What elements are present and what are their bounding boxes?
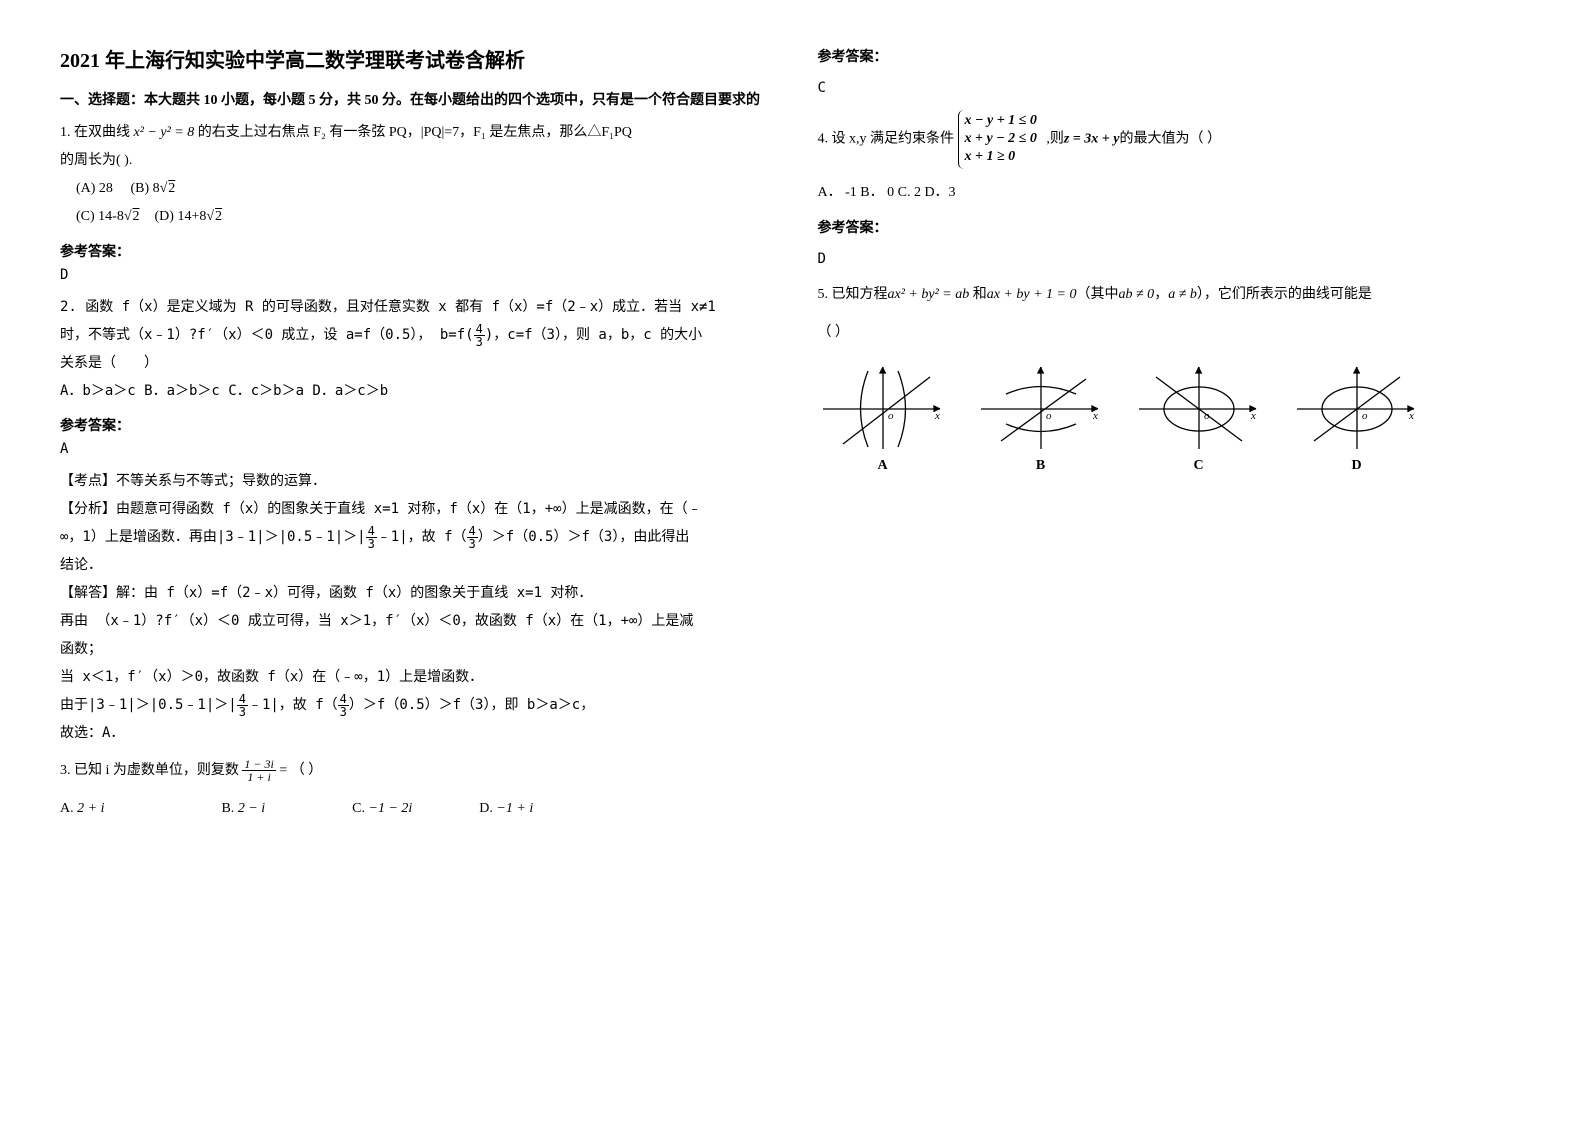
q2-line2d: ，c=f（3），则 a，b，c 的大小 [493,327,702,343]
q2-kp: 【考点】不等关系与不等式；导数的运算． [60,467,770,495]
frac-4-3: 43 [237,693,248,718]
q3-opt-b: B. 2 − i [221,801,265,816]
diagram-d: o x D [1292,359,1422,474]
q2-jd5: 故选：A． [60,719,770,747]
q2-jd4a: 由于|3﹣1|＞|0.5﹣1|＞| [60,697,237,713]
q1-opt-d: (D) 14+82 [155,209,224,224]
question-1: 1. 在双曲线 x² − y² = 8 的右支上过右焦点 F₂ 有一条弦 PQ，… [60,119,770,231]
q2-answer-heading: 参考答案： [60,415,770,435]
svg-text:x: x [934,410,940,422]
svg-text:o: o [1204,410,1210,422]
q2-jd2b: 函数； [60,635,770,663]
q3-opt-a: A. 2 + i [60,801,104,816]
q5-c4: ），它们所表示的曲线可能是 [1197,287,1372,302]
q4-text-c: 的最大值为（ ） [1119,132,1221,147]
q2-fx-b3: ）＞f（0.5）＞f（3），由此得出 [478,529,690,545]
q2-line2b: b=f( [440,327,474,343]
q2-line2a: 时，不等式（x﹣1）?f′（x）＜0 成立，设 a=f（0.5）， [60,327,431,343]
q5-and: 和 [969,287,987,302]
svg-text:x: x [1250,410,1256,422]
q2-fx-a: 【分析】由题意可得函数 f（x）的图象关于直线 x=1 对称，f（x）在（1，+… [60,495,770,523]
question-2: 2. 函数 f（x）是定义域为 R 的可导函数，且对任意实数 x 都有 f（x）… [60,293,770,405]
page-title: 2021 年上海行知实验中学高二数学理联考试卷含解析 [60,44,770,73]
q5-f1: ax² + by² = ab [888,287,970,302]
q2-line1: 2. 函数 f（x）是定义域为 R 的可导函数，且对任意实数 x 都有 f（x）… [60,293,770,321]
q4-answer: D [818,251,1528,267]
question-5: 5. 已知方程ax² + by² = ab 和ax + by + 1 = 0（其… [818,281,1528,309]
q4-answer-heading: 参考答案： [818,217,1528,237]
q2-jd1: 【解答】解：由 f（x）=f（2﹣x）可得，函数 f（x）的图象关于直线 x=1… [60,579,770,607]
q1-part2: 的右支上过右焦点 F₂ 有一条弦 PQ，|PQ|=7，F₁ 是左焦点，那么△F₁… [194,125,632,140]
q2-fx-b1: ∞，1）上是增函数．再由|3﹣1|＞|0.5﹣1|＞| [60,529,366,545]
q5-c1: ab ≠ 0 [1119,287,1155,302]
q1-opt-b: (B) 82 [130,181,176,196]
q5-c2: ， [1154,287,1168,302]
q5-diagrams: o x A o x [818,359,1528,474]
q1-part1: 1. 在双曲线 [60,125,134,140]
q2-jd4c: ）＞f（0.5）＞f（3），即 b＞a＞c， [349,697,594,713]
q3-options: A. 2 + i B. 2 − i C. −1 − 2i D. −1 + i [60,795,770,823]
section1-heading: 一、选择题：本大题共 10 小题，每小题 5 分，共 50 分。在每小题给出的四… [60,89,770,109]
diagram-d-label: D [1292,458,1422,474]
q2-line3: 关系是（ ） [60,349,770,377]
q1-answer-heading: 参考答案： [60,241,770,261]
q5-text-a: 5. 已知方程 [818,287,888,302]
q1-line2: 的周长为( ). [60,147,770,175]
q5-paren: （ ） [818,319,1528,347]
q2-jd3: 当 x＜1，f′（x）＞0，故函数 f（x）在（﹣∞，1）上是增函数． [60,663,770,691]
q2-line2c: ) [485,327,493,343]
diagram-a-label: A [818,458,948,474]
frac-4-3: 43 [474,323,485,348]
frac-4-3: 43 [467,525,478,550]
svg-text:o: o [1362,410,1368,422]
q3-text-a: 3. 已知 i 为虚数单位，则复数 [60,763,242,778]
q5-b: （其中 [1077,287,1119,302]
diagram-a: o x A [818,359,948,474]
q2-opts: A．b＞a＞c B．a＞b＞c C．c＞b＞a D．a＞c＞b [60,377,770,405]
frac-4-3: 43 [338,693,349,718]
q2-jd2: 再由 （x﹣1）?f′（x）＜0 成立可得，当 x＞1，f′（x）＜0，故函数 … [60,607,770,635]
q1-answer: D [60,267,770,283]
q2-jd4b: ﹣1|，故 f（ [248,697,338,713]
q4-z: z = 3x + y [1064,132,1120,147]
q3-text-b: = （ ） [279,763,322,778]
frac-4-3: 43 [366,525,377,550]
q3-opt-c: C. −1 − 2i [352,801,412,816]
q4-cases: x − y + 1 ≤ 0 x + y − 2 ≤ 0 x + 1 ≥ 0 [958,110,1043,169]
q5-c3: a ≠ b [1168,287,1197,302]
q3-answer: C [818,80,1528,96]
diagram-b-label: B [976,458,1106,474]
q4-options: A． -1 B． 0 C. 2 D．3 [818,179,1528,207]
q2-explain: 【考点】不等关系与不等式；导数的运算． 【分析】由题意可得函数 f（x）的图象关… [60,467,770,747]
diagram-b: o x B [976,359,1106,474]
q2-answer: A [60,441,770,457]
q2-fx-b2: ﹣1|，故 f（ [377,529,467,545]
svg-text:o: o [1046,410,1052,422]
q1-formula: x² − y² = 8 [134,125,195,140]
q3-opt-d: D. −1 + i [479,801,533,816]
q4-text-b: ,则 [1046,132,1064,147]
q3-answer-heading: 参考答案： [818,46,1528,66]
q1-opt-c: (C) 14-82 [76,209,141,224]
svg-text:x: x [1092,410,1098,422]
question-3: 3. 已知 i 为虚数单位，则复数 1 − 3i1 + i = （ ） [60,757,770,785]
svg-text:x: x [1408,410,1414,422]
q2-fx-c: 结论． [60,551,770,579]
q4-text-a: 4. 设 x,y 满足约束条件 [818,132,958,147]
frac-q3: 1 − 3i1 + i [242,758,275,783]
diagram-c: o x C [1134,359,1264,474]
question-4: 4. 设 x,y 满足约束条件 x − y + 1 ≤ 0 x + y − 2 … [818,110,1528,169]
q5-f2: ax + by + 1 = 0 [987,287,1077,302]
diagram-c-label: C [1134,458,1264,474]
svg-text:o: o [888,410,894,422]
q1-opt-a: (A) 28 [76,181,113,196]
